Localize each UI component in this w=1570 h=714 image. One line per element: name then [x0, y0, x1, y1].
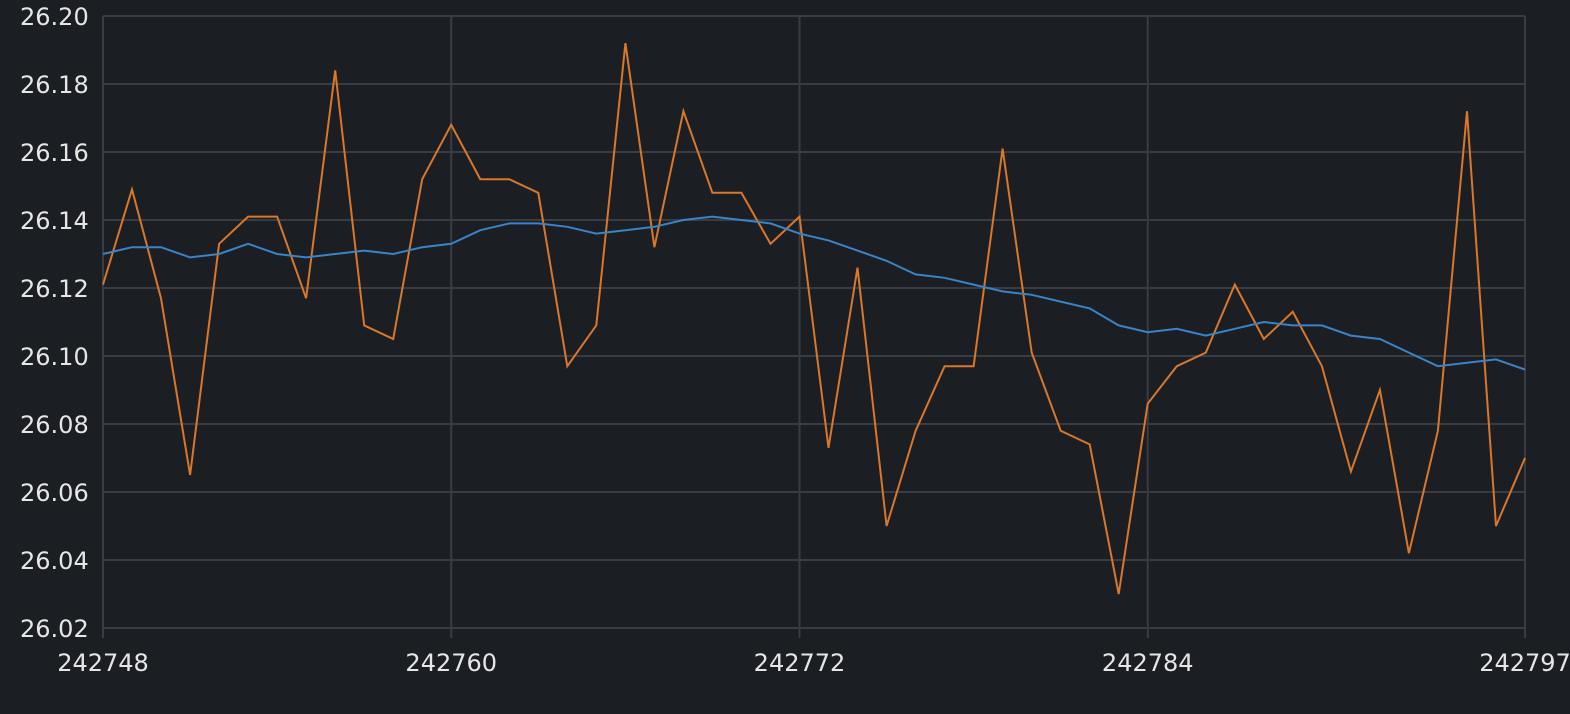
x-tick-label: 242797: [1479, 649, 1570, 677]
x-tick-label: 242784: [1102, 649, 1194, 677]
x-tick-label: 242772: [754, 649, 846, 677]
x-axis-tick-labels: 242748 242760 242772 242784 242797: [57, 649, 1570, 677]
x-tick-label: 242748: [57, 649, 149, 677]
series-line-2: [102, 215, 1526, 371]
y-tick-label: 26.14: [20, 207, 89, 235]
x-tick-label: 242760: [405, 649, 497, 677]
y-gridlines: [103, 15, 1525, 629]
y-tick-label: 26.16: [20, 139, 89, 167]
y-tick-label: 26.02: [20, 615, 89, 643]
y-tick-label: 26.12: [20, 275, 89, 303]
y-tick-label: 26.04: [20, 547, 89, 575]
y-tick-label: 26.08: [20, 411, 89, 439]
series-line-1: [102, 43, 1526, 595]
series-layer: [102, 43, 1526, 595]
y-tick-label: 26.10: [20, 343, 89, 371]
y-axis-tick-labels: 26.02 26.04 26.06 26.08 26.10 26.12 26.14 26.16…: [20, 3, 89, 643]
x-gridlines: [102, 16, 1526, 638]
y-tick-label: 26.18: [20, 71, 89, 99]
y-tick-label: 26.20: [20, 3, 89, 31]
y-tick-label: 26.06: [20, 479, 89, 507]
